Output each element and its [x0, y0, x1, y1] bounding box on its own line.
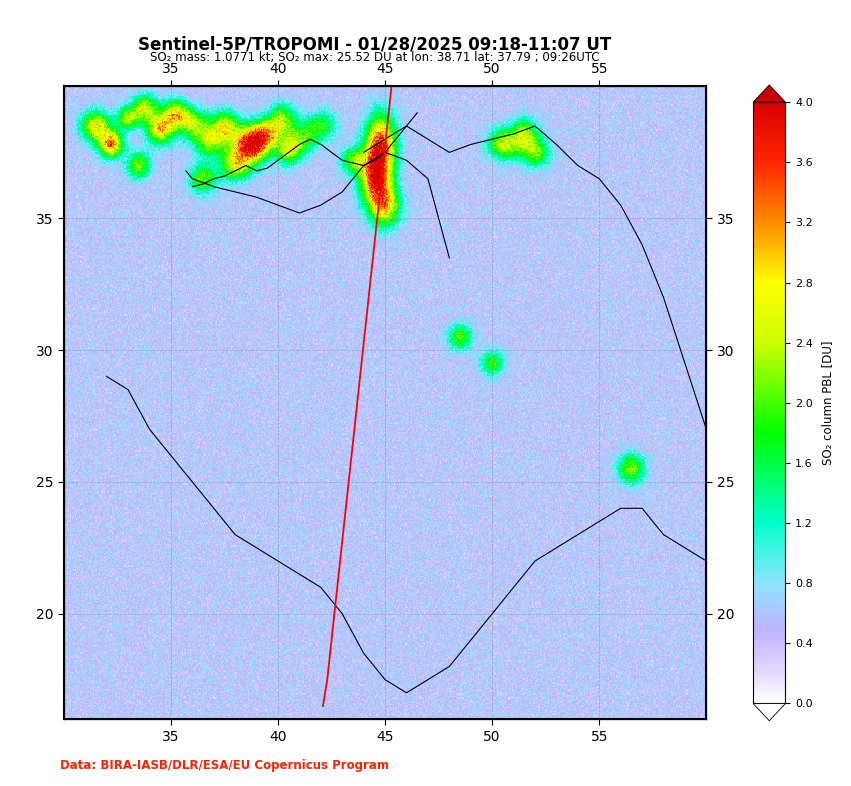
Text: SO₂ mass: 1.0771 kt; SO₂ max: 25.52 DU at lon: 38.71 lat: 37.79 ; 09:26UTC: SO₂ mass: 1.0771 kt; SO₂ max: 25.52 DU a…	[150, 51, 599, 64]
Text: Sentinel-5P/TROPOMI - 01/28/2025 09:18-11:07 UT: Sentinel-5P/TROPOMI - 01/28/2025 09:18-1…	[138, 35, 611, 53]
Y-axis label: SO₂ column PBL [DU]: SO₂ column PBL [DU]	[821, 340, 834, 465]
Text: Data: BIRA-IASB/DLR/ESA/EU Copernicus Program: Data: BIRA-IASB/DLR/ESA/EU Copernicus Pr…	[60, 758, 389, 772]
